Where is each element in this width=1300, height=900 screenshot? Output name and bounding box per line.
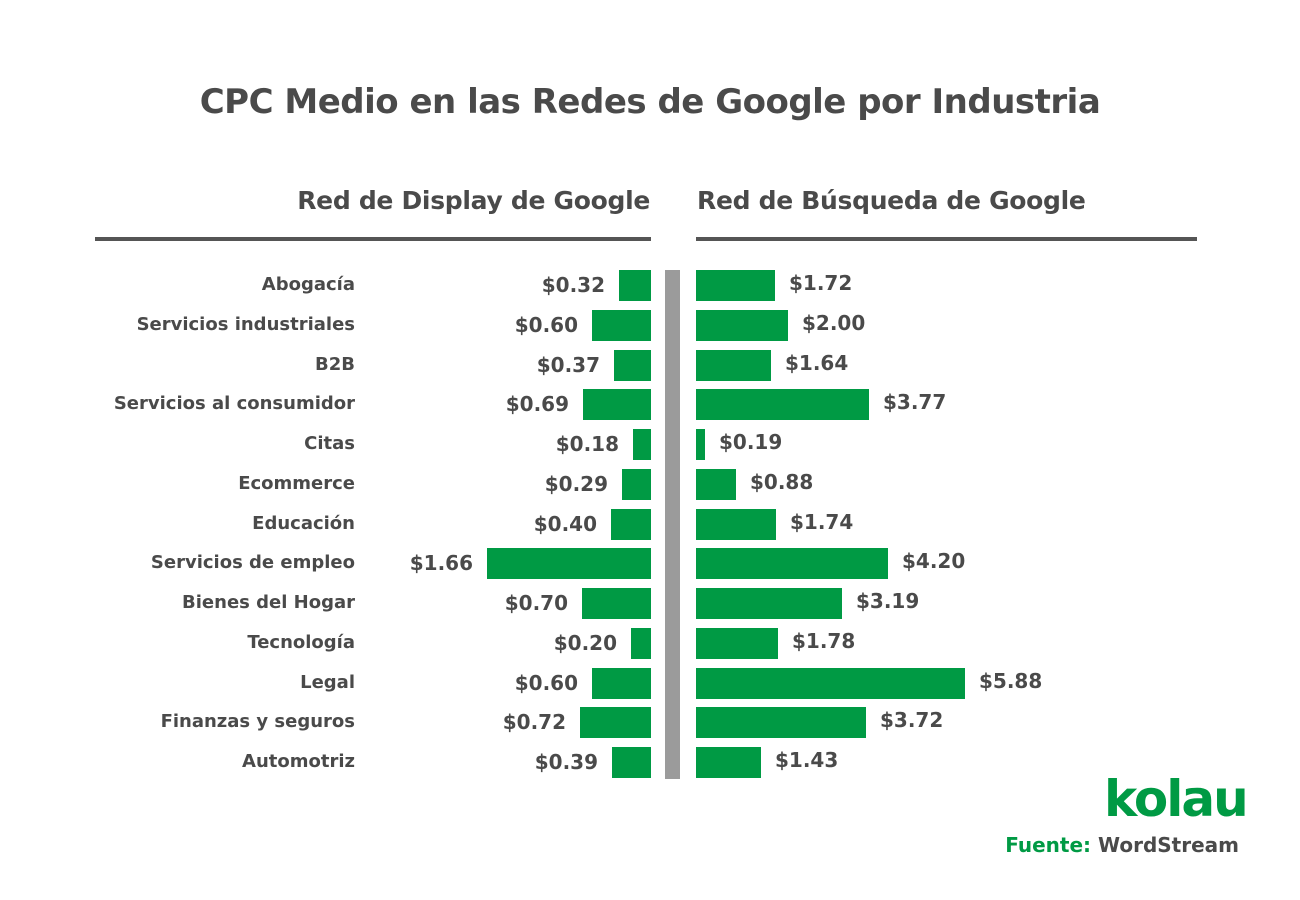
search-value-label: $1.74 (790, 509, 854, 534)
display-header-rule (95, 237, 651, 241)
search-value-label: $1.43 (775, 748, 839, 772)
display-value-label: $0.40 (533, 511, 597, 536)
display-value-label: $0.32 (541, 273, 605, 297)
display-value-label: $0.29 (544, 471, 608, 496)
table-row: Bienes del Hogar $0.70 $3.19 (0, 588, 1300, 619)
table-row: Tecnología $0.20 $1.78 (0, 627, 1300, 659)
display-bar (622, 468, 651, 500)
display-value-label: $0.60 (514, 312, 578, 337)
category-label: Educación (252, 512, 355, 534)
source-note: Fuente: WordStream (1005, 833, 1239, 857)
table-row: Legal $0.60 $5.88 (0, 667, 1300, 699)
display-network-header: Red de Display de Google (297, 186, 650, 215)
chart-title: CPC Medio en las Redes de Google por Ind… (199, 82, 1101, 122)
category-label: Ecommerce (238, 472, 355, 494)
search-bar (696, 389, 869, 421)
search-value-label: $0.19 (719, 430, 783, 454)
display-bar (487, 548, 651, 580)
search-value-label: $1.72 (789, 271, 853, 295)
table-row: Educación $0.40 $1.74 (0, 508, 1300, 540)
display-bar (592, 667, 651, 699)
kolau-logo: kolau (1104, 770, 1249, 828)
table-row: Ecommerce $0.29 $0.88 (0, 468, 1300, 500)
display-bar (592, 309, 651, 341)
search-bar (696, 309, 788, 341)
category-label: Servicios industriales (136, 313, 355, 335)
search-network-header: Red de Búsqueda de Google (697, 186, 1086, 215)
display-value-label: $0.72 (502, 710, 566, 735)
search-value-label: $4.20 (902, 549, 966, 574)
display-value-label: $0.39 (534, 750, 598, 774)
search-value-label: $3.77 (883, 390, 947, 415)
category-label: Abogacía (261, 274, 355, 295)
display-bar (633, 429, 651, 460)
table-row: Automotriz $0.39 $1.43 (0, 747, 1300, 778)
category-label: Legal (300, 671, 355, 693)
table-row: Citas $0.18 $0.19 (0, 429, 1300, 460)
table-row: Abogacía $0.32 $1.72 (0, 270, 1300, 301)
display-value-label: $0.18 (555, 432, 619, 456)
search-bar (696, 627, 778, 659)
search-value-label: $1.78 (792, 628, 856, 653)
display-bar (631, 627, 651, 659)
search-value-label: $2.00 (802, 310, 866, 335)
search-bar (696, 270, 775, 301)
table-row: B2B $0.37 $1.64 (0, 349, 1300, 381)
display-value-label: $0.37 (536, 352, 600, 377)
search-bar (696, 707, 866, 739)
display-value-label: $0.20 (553, 630, 617, 655)
display-bar (580, 707, 651, 739)
table-row: Finanzas y seguros $0.72 $3.72 (0, 707, 1300, 739)
display-bar (614, 349, 651, 381)
category-label: Finanzas y seguros (160, 711, 355, 733)
display-bar (611, 508, 651, 540)
display-bar (582, 588, 651, 619)
display-value-label: $0.69 (505, 392, 569, 417)
search-value-label: $3.19 (856, 589, 920, 613)
search-bar (696, 747, 761, 778)
display-bar (583, 389, 651, 421)
category-label: Servicios al consumidor (113, 393, 355, 415)
display-bar (619, 270, 651, 301)
display-value-label: $0.60 (514, 670, 578, 695)
search-bar (696, 588, 842, 619)
search-bar (696, 349, 771, 381)
table-row: Servicios al consumidor $0.69 $3.77 (0, 389, 1300, 421)
display-bar (612, 747, 651, 778)
category-label: B2B (315, 353, 355, 375)
search-value-label: $1.64 (785, 350, 849, 375)
category-label: Servicios de empleo (150, 552, 355, 574)
source-value: WordStream (1098, 833, 1239, 857)
display-value-label: $1.66 (409, 551, 473, 576)
search-value-label: $3.72 (880, 708, 944, 733)
search-bar (696, 508, 776, 540)
display-value-label: $0.70 (504, 591, 568, 615)
category-label: Automotriz (242, 751, 355, 772)
search-value-label: $0.88 (750, 469, 814, 494)
category-label: Citas (304, 433, 355, 454)
source-key: Fuente: (1005, 833, 1092, 857)
center-divider (665, 270, 680, 779)
search-bar (696, 429, 705, 460)
table-row: Servicios industriales $0.60 $2.00 (0, 309, 1300, 341)
category-label: Tecnología (247, 631, 355, 653)
search-bar (696, 548, 888, 580)
category-label: Bienes del Hogar (182, 592, 355, 613)
search-header-rule (696, 237, 1197, 241)
search-bar (696, 667, 965, 699)
table-row: Servicios de empleo $1.66 $4.20 (0, 548, 1300, 580)
search-bar (696, 468, 736, 500)
search-value-label: $5.88 (979, 668, 1043, 693)
